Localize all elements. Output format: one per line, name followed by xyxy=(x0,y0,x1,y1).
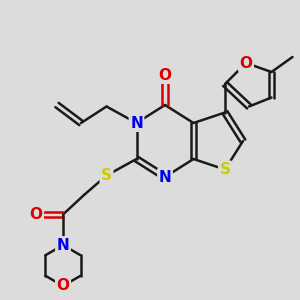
Text: O: O xyxy=(29,207,43,222)
Text: S: S xyxy=(101,168,112,183)
Text: O: O xyxy=(239,56,253,70)
Text: N: N xyxy=(130,116,143,130)
Text: O: O xyxy=(56,278,70,293)
Text: N: N xyxy=(159,169,171,184)
Text: N: N xyxy=(57,238,69,253)
Text: S: S xyxy=(220,162,230,177)
Text: O: O xyxy=(158,68,172,82)
